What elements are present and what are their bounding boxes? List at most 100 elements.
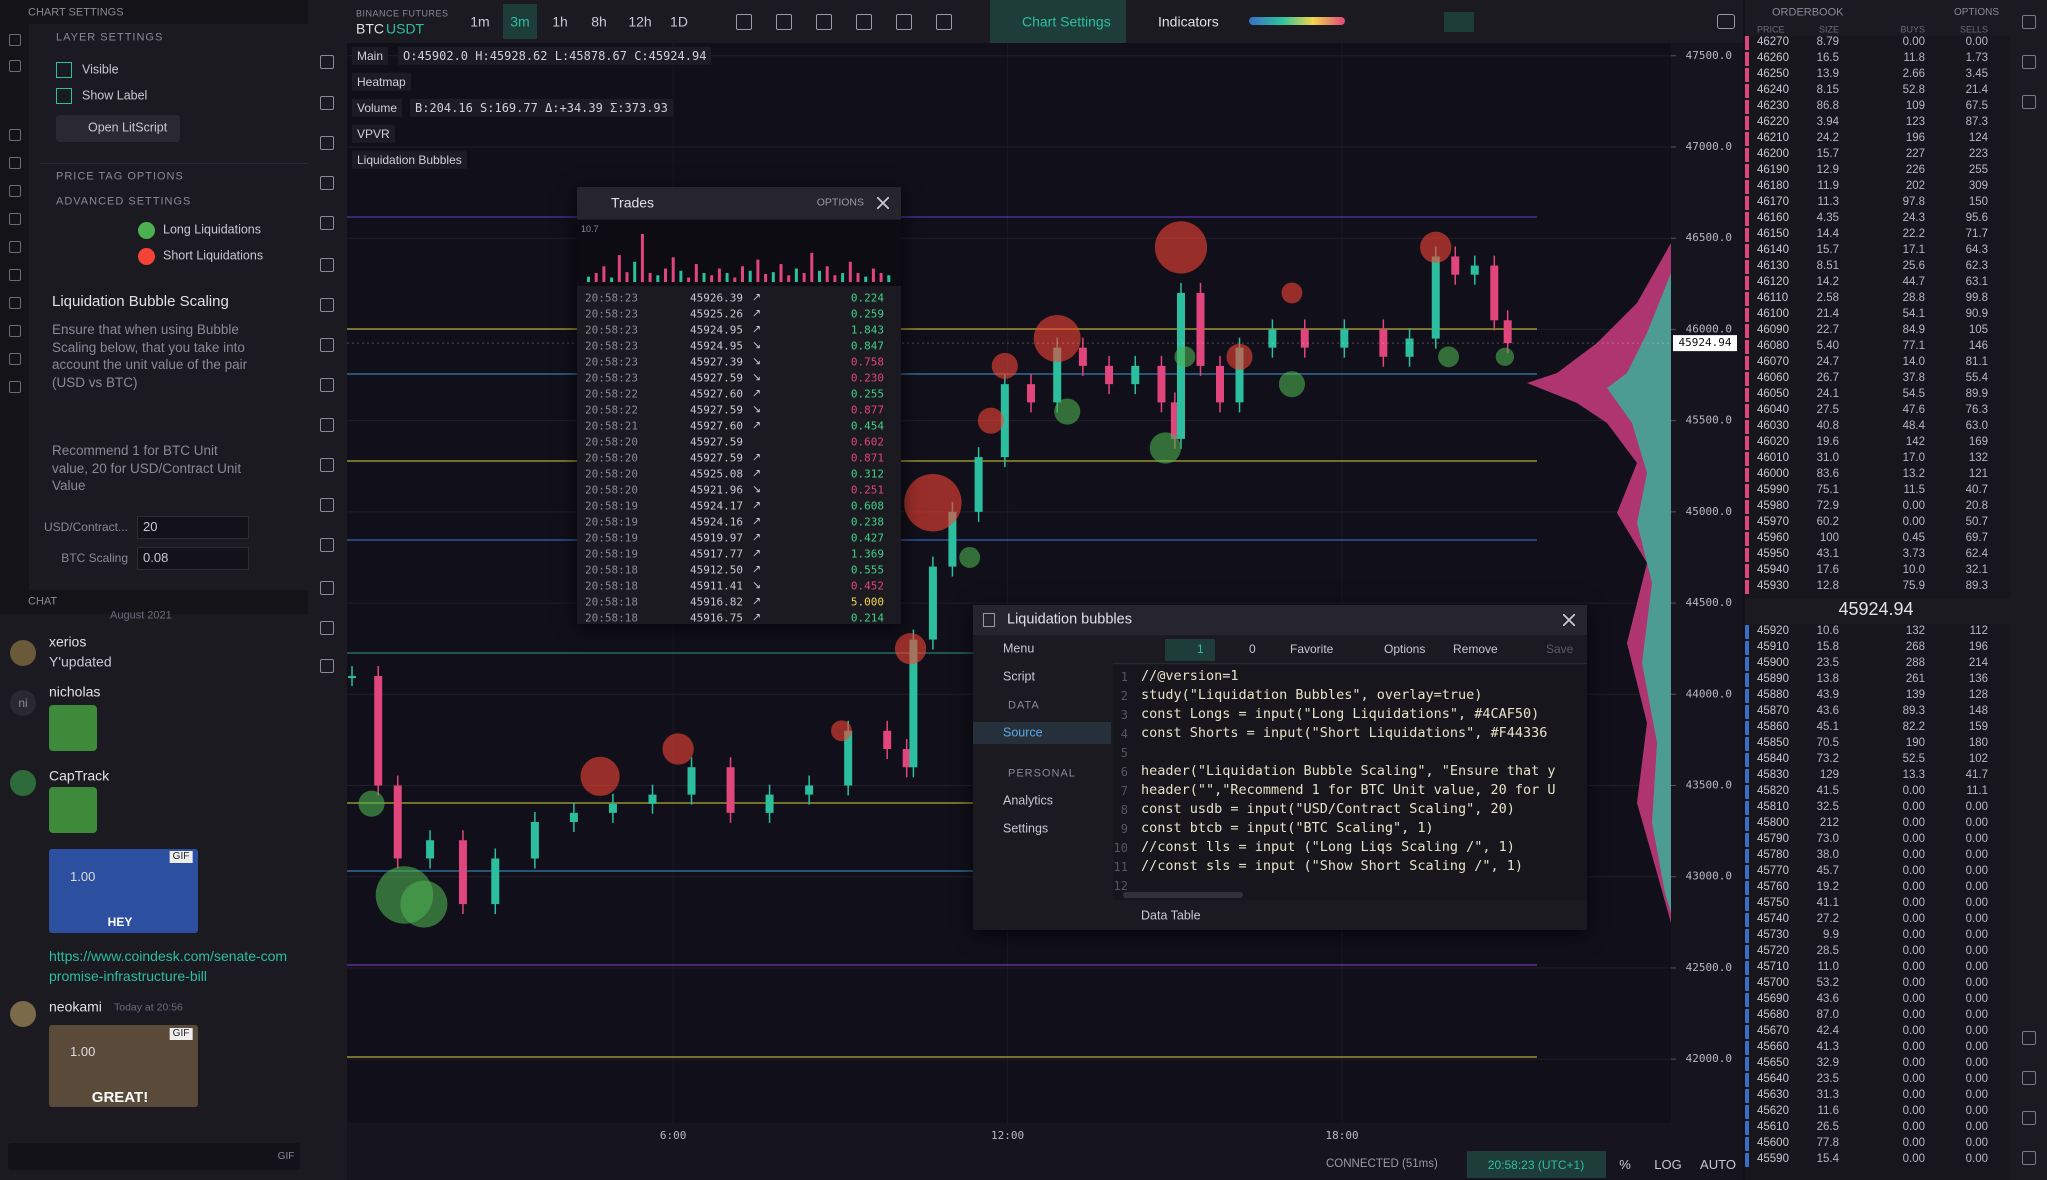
tool-icon[interactable] [320, 621, 334, 635]
auto-toggle[interactable]: AUTO [1700, 1157, 1736, 1173]
close-icon[interactable] [1563, 614, 1575, 626]
trade-time: 20:58:21 [585, 419, 638, 433]
like-button[interactable] [1165, 639, 1215, 661]
color-swatch[interactable] [138, 222, 155, 239]
nav-item[interactable]: Script [1003, 669, 1035, 684]
candle [648, 794, 657, 804]
trade-time: 20:58:23 [585, 355, 638, 369]
nav-item[interactable]: Analytics [1003, 793, 1054, 808]
tool-icon[interactable] [320, 298, 334, 312]
color-slider[interactable] [1249, 17, 1345, 25]
timeframe[interactable]: 8h [591, 13, 607, 30]
camera-icon[interactable] [1717, 14, 1735, 29]
tool-icon[interactable] [320, 258, 334, 272]
input[interactable] [137, 547, 249, 570]
legend-item[interactable]: Volume [352, 98, 403, 118]
legend-item[interactable]: Liquidation Bubbles [352, 150, 467, 170]
rail-icon [9, 241, 21, 253]
tool-icon[interactable] [320, 538, 334, 552]
legend-item[interactable]: Heatmap [352, 72, 411, 92]
orderbook-cell: 62.3 [1965, 260, 1988, 273]
bid-depth [1745, 1025, 1749, 1039]
orderbook-cell: 109 [1905, 100, 1925, 113]
right-rail [2010, 0, 2047, 1180]
rail-icon[interactable] [2022, 1031, 2036, 1045]
rail-icon[interactable] [2022, 1111, 2036, 1125]
timeframe[interactable]: 12h [628, 13, 652, 30]
legend-item[interactable]: VPVR [352, 124, 395, 144]
log-toggle[interactable]: LOG [1654, 1157, 1682, 1173]
tool-icon[interactable] [320, 418, 334, 432]
ask-depth [1745, 148, 1749, 162]
toolbar-button-label[interactable]: Indicators [1158, 13, 1219, 30]
section-title: LAYER SETTINGS [56, 31, 164, 44]
tool-icon[interactable] [320, 498, 334, 512]
timeframe[interactable]: 1D [670, 13, 688, 30]
trade-direction: ↘ [752, 371, 762, 384]
toolbar-action[interactable]: Options [1384, 641, 1426, 656]
toolbar-icon[interactable] [776, 14, 792, 30]
options-button[interactable]: OPTIONS [816, 196, 864, 209]
button-label[interactable]: Open LitScript [88, 120, 168, 135]
checkbox[interactable] [56, 62, 72, 78]
toolbar-icon[interactable] [816, 14, 832, 30]
toolbar-icon[interactable] [936, 14, 952, 30]
close-icon[interactable] [877, 197, 889, 209]
gif-button[interactable]: GIF [277, 1151, 295, 1162]
candle [1078, 347, 1087, 366]
nav-item[interactable]: Settings [1003, 821, 1049, 836]
orderbook-cell: 139 [1905, 689, 1925, 702]
timeframe[interactable]: 3m [510, 13, 530, 30]
rail-icon[interactable] [2022, 1071, 2036, 1085]
rail-icon[interactable] [2022, 95, 2036, 109]
chat-input[interactable] [8, 1143, 300, 1170]
orderbook-price: 46030 [1757, 420, 1789, 433]
orderbook-cell: 37.8 [1902, 372, 1925, 385]
rail-icon[interactable] [2022, 55, 2036, 69]
orderbook-cell: 13.2 [1902, 468, 1925, 481]
tool-icon[interactable] [320, 338, 334, 352]
toolbar-action[interactable]: Save [1546, 641, 1574, 656]
toolbar-action[interactable]: Favorite [1290, 641, 1334, 656]
trade-size: 0.454 [850, 419, 884, 433]
toolbar-button-active[interactable] [1444, 12, 1474, 32]
nav-item[interactable]: Source [1003, 725, 1043, 740]
ask-depth [1745, 564, 1749, 578]
rail-icon[interactable] [2022, 1151, 2036, 1165]
dislike-count: 0 [1249, 641, 1256, 656]
tool-icon[interactable] [320, 216, 334, 230]
legend-item[interactable]: Main [352, 46, 389, 66]
toolbar-icon[interactable] [856, 14, 872, 30]
button[interactable] [56, 115, 180, 142]
input[interactable] [137, 516, 249, 539]
data-table-tab[interactable]: Data Table [1141, 908, 1201, 923]
timeframe[interactable]: 1m [470, 13, 490, 30]
toolbar-button-active[interactable] [990, 0, 1126, 43]
y-tick-label: 47000.0 [1686, 140, 1732, 153]
tool-icon[interactable] [320, 659, 334, 673]
tool-icon[interactable] [320, 96, 334, 110]
toolbar-icon[interactable] [896, 14, 912, 30]
tool-icon[interactable] [320, 458, 334, 472]
orderbook-cell: 196 [1905, 132, 1925, 145]
tool-icon[interactable] [320, 378, 334, 392]
timeframe[interactable]: 1h [552, 13, 568, 30]
options-button[interactable]: OPTIONS [1953, 7, 1999, 18]
color-swatch[interactable] [138, 248, 155, 265]
tool-icon[interactable] [320, 55, 334, 69]
chat-link[interactable]: https://www.coindesk.com/senate-compromi… [49, 948, 288, 985]
percent-toggle[interactable]: % [1619, 1157, 1631, 1173]
tool-icon[interactable] [320, 581, 334, 595]
nav-item[interactable]: Menu [1003, 641, 1035, 656]
tool-icon[interactable] [320, 136, 334, 150]
toolbar-button-label[interactable]: Chart Settings [1022, 13, 1111, 30]
orderbook-cell: 0.00 [1902, 1025, 1925, 1038]
toolbar-icon[interactable] [736, 14, 752, 30]
script-window: Liquidation bubbles Menu Script DATA Source P… [973, 605, 1587, 930]
chat-user: neokami [49, 998, 102, 1015]
tool-icon[interactable] [320, 176, 334, 190]
window-header [577, 187, 901, 219]
checkbox[interactable] [56, 88, 72, 104]
toolbar-action[interactable]: Remove [1453, 641, 1498, 656]
rail-icon[interactable] [2022, 15, 2036, 29]
